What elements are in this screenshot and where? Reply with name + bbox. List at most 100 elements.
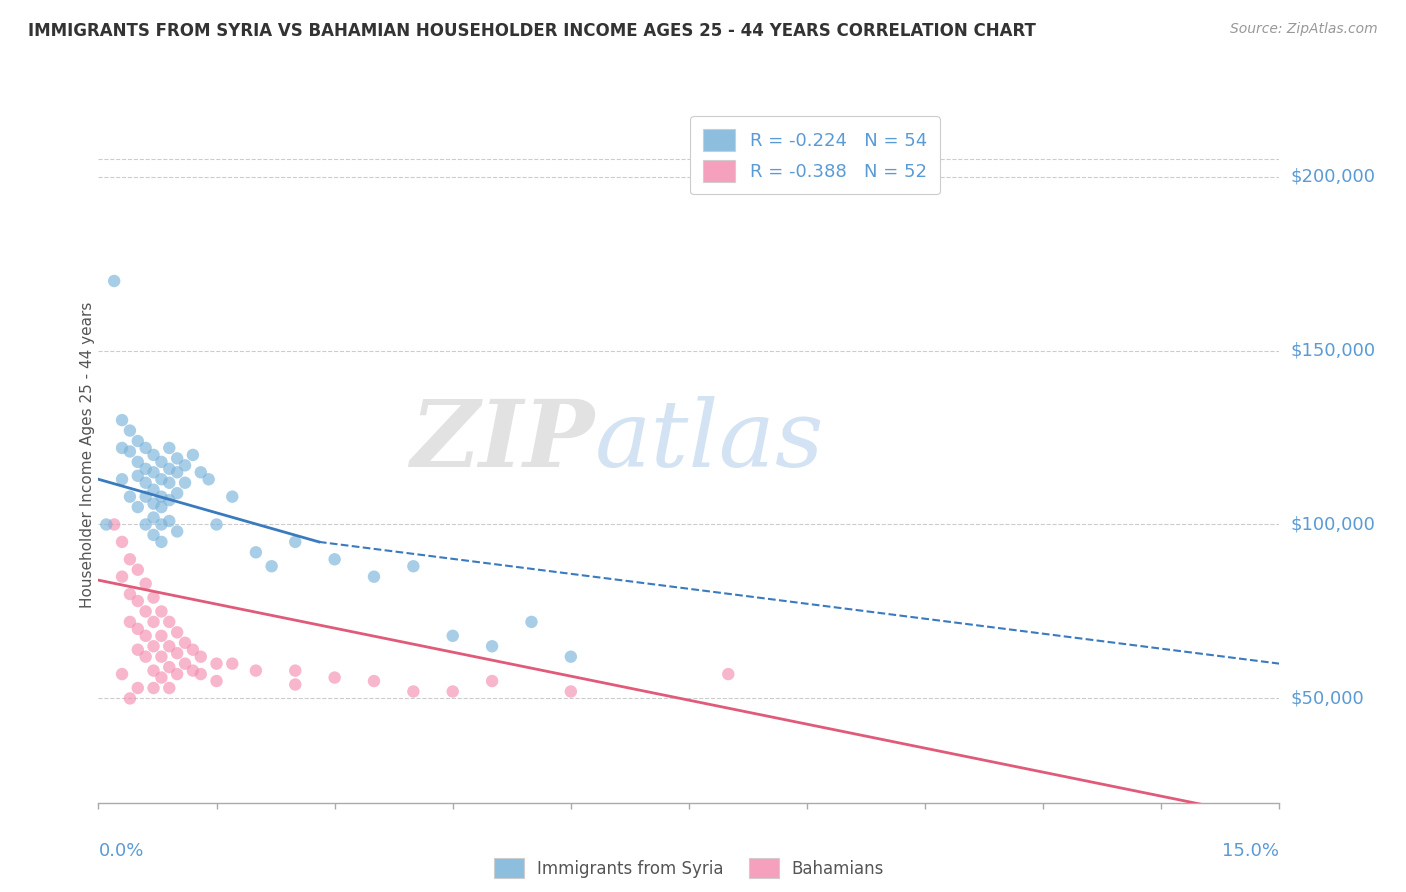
Point: [142, 528, 165, 542]
Point: [150, 500, 173, 514]
Point: [135, 576, 157, 591]
Point: [363, 674, 385, 689]
Point: [96, 517, 118, 532]
Text: 15.0%: 15.0%: [1222, 842, 1279, 860]
Point: [111, 570, 134, 584]
Point: [150, 472, 173, 486]
Point: [441, 684, 464, 698]
Point: [127, 563, 149, 577]
Point: [166, 625, 188, 640]
Point: [142, 615, 165, 629]
Point: [190, 466, 212, 480]
Point: [142, 466, 165, 480]
Point: [118, 587, 141, 601]
Point: [157, 493, 180, 508]
Point: [127, 468, 149, 483]
Point: [181, 642, 204, 657]
Point: [142, 681, 165, 695]
Point: [135, 629, 157, 643]
Point: [127, 622, 149, 636]
Point: [142, 639, 165, 653]
Point: [157, 462, 180, 476]
Text: $100,000: $100,000: [1291, 516, 1375, 533]
Point: [118, 424, 141, 438]
Text: ZIP: ZIP: [411, 396, 595, 486]
Point: [221, 657, 243, 671]
Point: [181, 664, 204, 678]
Point: [166, 486, 188, 500]
Point: [284, 534, 307, 549]
Point: [142, 591, 165, 605]
Text: $50,000: $50,000: [1291, 690, 1364, 707]
Point: [166, 667, 188, 681]
Point: [103, 274, 125, 288]
Point: [560, 684, 582, 698]
Point: [520, 615, 543, 629]
Point: [157, 441, 180, 455]
Point: [111, 413, 134, 427]
Text: IMMIGRANTS FROM SYRIA VS BAHAMIAN HOUSEHOLDER INCOME AGES 25 - 44 YEARS CORRELAT: IMMIGRANTS FROM SYRIA VS BAHAMIAN HOUSEH…: [28, 22, 1036, 40]
Point: [157, 660, 180, 674]
Point: [157, 681, 180, 695]
Point: [174, 636, 197, 650]
Point: [135, 605, 157, 619]
Point: [142, 483, 165, 497]
Point: [402, 684, 425, 698]
Point: [111, 534, 134, 549]
Text: atlas: atlas: [595, 396, 824, 486]
Text: Source: ZipAtlas.com: Source: ZipAtlas.com: [1230, 22, 1378, 37]
Point: [150, 517, 173, 532]
Point: [142, 497, 165, 511]
Point: [157, 615, 180, 629]
Text: $200,000: $200,000: [1291, 168, 1375, 186]
Point: [142, 448, 165, 462]
Point: [127, 594, 149, 608]
Point: [363, 570, 385, 584]
Point: [402, 559, 425, 574]
Point: [127, 455, 149, 469]
Point: [190, 667, 212, 681]
Point: [135, 475, 157, 490]
Point: [166, 466, 188, 480]
Point: [157, 475, 180, 490]
Point: [560, 649, 582, 664]
Point: [118, 490, 141, 504]
Point: [118, 615, 141, 629]
Point: [135, 490, 157, 504]
Point: [118, 444, 141, 458]
Text: 0.0%: 0.0%: [98, 842, 143, 860]
Point: [221, 490, 243, 504]
Point: [481, 674, 503, 689]
Point: [127, 434, 149, 448]
Point: [323, 552, 346, 566]
Point: [142, 510, 165, 524]
Point: [118, 691, 141, 706]
Point: [127, 500, 149, 514]
Point: [118, 552, 141, 566]
Point: [142, 664, 165, 678]
Point: [205, 674, 228, 689]
Point: [245, 545, 267, 559]
Point: [260, 559, 283, 574]
Point: [245, 664, 267, 678]
Point: [111, 667, 134, 681]
Point: [174, 475, 197, 490]
Point: [127, 681, 149, 695]
Point: [150, 455, 173, 469]
Point: [323, 671, 346, 685]
Point: [166, 646, 188, 660]
Point: [166, 524, 188, 539]
Point: [284, 664, 307, 678]
Point: [197, 472, 219, 486]
Point: [135, 441, 157, 455]
Point: [111, 441, 134, 455]
Point: [284, 677, 307, 691]
Point: [135, 649, 157, 664]
Point: [127, 642, 149, 657]
Point: [150, 629, 173, 643]
Point: [135, 462, 157, 476]
Point: [150, 671, 173, 685]
Point: [150, 649, 173, 664]
Point: [135, 517, 157, 532]
Point: [205, 517, 228, 532]
